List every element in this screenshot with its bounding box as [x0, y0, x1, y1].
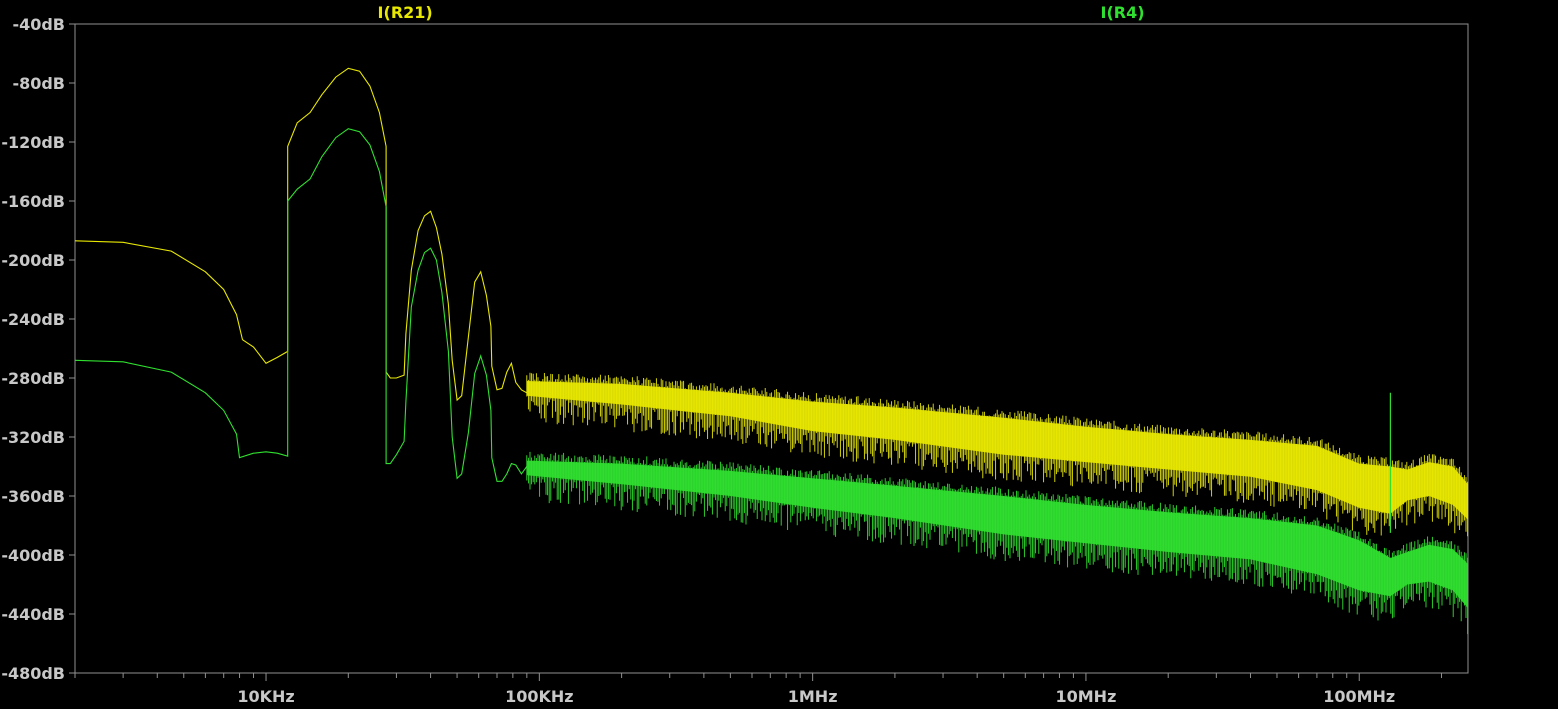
trace-labels: I(R21) I(R4) [378, 3, 1145, 22]
series-line-ir4 [74, 128, 528, 482]
noise-bands [526, 372, 1469, 635]
y-tick-label: -360dB [1, 487, 65, 506]
y-axis: -40dB -80dB -120dB -160dB -200dB -240dB -280dB… [1, 15, 75, 683]
x-axis: 10KHz 100KHz 1MHz 10MHz 100MHz [74, 673, 1443, 706]
y-tick-label: -400dB [1, 546, 65, 565]
noise-texture-ir4 [526, 451, 1469, 635]
y-tick-label: -160dB [1, 192, 65, 211]
y-tick-label: -240dB [1, 310, 65, 329]
y-tick-label: -40dB [12, 15, 65, 34]
trace-label-ir4[interactable]: I(R4) [1101, 3, 1145, 22]
x-tick-label: 1MHz [788, 687, 838, 706]
y-tick-label: -280dB [1, 369, 65, 388]
x-tick-label: 10KHz [237, 687, 294, 706]
series-lines [74, 67, 528, 482]
y-tick-label: -480dB [1, 664, 65, 683]
x-tick-label: 10MHz [1055, 687, 1116, 706]
trace-label-ir21[interactable]: I(R21) [378, 3, 433, 22]
y-tick-label: -200dB [1, 251, 65, 270]
series-line-ir21 [74, 67, 528, 402]
x-tick-label: 100KHz [505, 687, 574, 706]
noise-texture-ir21 [526, 372, 1469, 537]
y-tick-label: -440dB [1, 605, 65, 624]
y-tick-label: -80dB [12, 74, 65, 93]
plot-area-frame [74, 23, 1469, 674]
x-tick-label: 100MHz [1323, 687, 1395, 706]
y-tick-label: -120dB [1, 133, 65, 152]
y-tick-label: -320dB [1, 428, 65, 447]
